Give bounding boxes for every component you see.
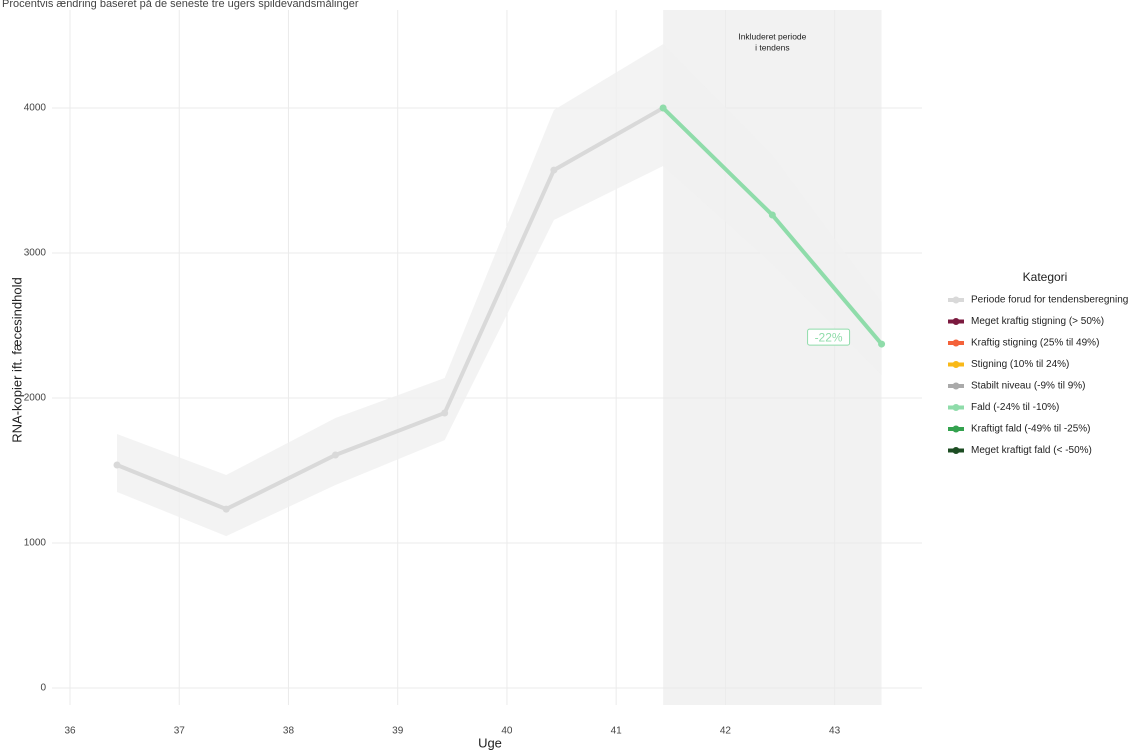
x-tick-label: 39 xyxy=(392,726,404,737)
x-tick-label: 42 xyxy=(720,726,732,737)
annotation: -22% xyxy=(815,330,843,344)
series-line xyxy=(116,106,665,512)
x-tick-label: 41 xyxy=(611,726,623,737)
y-tick-label: 3000 xyxy=(24,248,47,259)
x-tick-label: 38 xyxy=(283,726,295,737)
chart-title: Procentvis ændring baseret på de seneste… xyxy=(2,0,359,10)
data-point xyxy=(222,505,230,513)
legend-swatch-dot xyxy=(952,318,960,325)
legend-swatch-dot xyxy=(952,382,960,390)
x-tick-label: 36 xyxy=(64,726,76,737)
data-point xyxy=(550,166,558,174)
legend-swatch-dot xyxy=(952,404,960,411)
y-tick-label: 4000 xyxy=(24,103,47,114)
x-axis-label: Uge xyxy=(478,735,502,750)
y-tick-label: 2000 xyxy=(24,393,47,404)
legend-swatch-dot xyxy=(952,425,960,433)
y-tick-label: 1000 xyxy=(24,538,47,549)
data-point xyxy=(768,211,776,219)
annotation-box xyxy=(807,328,851,346)
legend-label: Fald (-24% til -10%) xyxy=(971,402,1059,413)
highlight-label: i tendens xyxy=(755,42,790,52)
legend-title: Kategori xyxy=(1023,270,1068,284)
legend-label: Stabilt niveau (-9% til 9%) xyxy=(971,381,1086,392)
x-tick-label: 43 xyxy=(829,726,841,737)
data-point xyxy=(441,409,449,417)
data-point xyxy=(659,104,667,112)
data-point xyxy=(878,340,886,348)
data-point xyxy=(331,451,339,459)
y-axis-label: RNA-kopier ift. fæcesindhold xyxy=(9,277,24,442)
x-tick-label: 40 xyxy=(501,726,513,737)
legend-swatch-dot xyxy=(952,447,960,454)
legend-swatch-dot xyxy=(952,361,960,368)
legend-swatch-dot xyxy=(952,296,960,304)
legend-label: Meget kraftigt fald (< -50%) xyxy=(971,445,1092,456)
legend-label: Meget kraftig stigning (> 50%) xyxy=(971,316,1104,327)
legend-label: Stigning (10% til 24%) xyxy=(971,359,1069,370)
legend-label: Kraftigt fald (-49% til -25%) xyxy=(971,424,1091,435)
legend-swatch-dot xyxy=(952,339,960,347)
data-point xyxy=(113,461,121,469)
highlight-label: Inkluderet periode xyxy=(738,31,806,41)
x-tick-label: 37 xyxy=(174,726,186,737)
y-tick-label: 0 xyxy=(40,683,46,694)
legend-label: Kraftig stigning (25% til 49%) xyxy=(971,338,1099,349)
legend-label: Periode forud for tendensberegning xyxy=(971,295,1128,306)
